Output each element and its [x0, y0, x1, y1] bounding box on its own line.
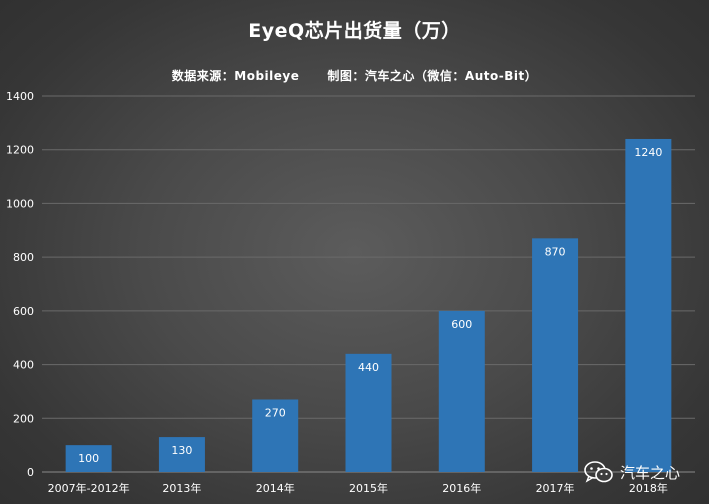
chart-title: EyeQ芯片出货量（万） [248, 20, 461, 42]
x-tick-label: 2007年-2012年 [48, 481, 130, 495]
x-tick-label: 2016年 [442, 481, 481, 495]
bar [345, 353, 392, 472]
x-tick-label: 2015年 [349, 481, 388, 495]
y-tick-label: 800 [13, 251, 34, 264]
bar [625, 138, 672, 472]
x-axis-ticks: 2007年-2012年 2013年 2014年 2015年 2016年 2017年 2018… [48, 481, 668, 495]
data-labels: 100 130 270 440 600 870 1240 [78, 146, 662, 465]
x-tick-label: 2014年 [256, 481, 295, 495]
bars [65, 138, 672, 472]
data-label: 130 [171, 444, 192, 457]
watermark-text: 汽车之心 [620, 463, 681, 482]
y-tick-label: 400 [13, 359, 34, 372]
chart-subtitle: 数据来源：Mobileye 制图：汽车之心（微信：Auto-Bit） [171, 69, 538, 83]
data-label: 270 [265, 406, 286, 419]
bar [532, 238, 579, 472]
y-tick-label: 600 [13, 305, 34, 318]
data-label: 1240 [634, 146, 662, 159]
x-tick-label: 2013年 [162, 481, 201, 495]
wechat-icon [584, 461, 613, 483]
x-tick-label: 2017年 [536, 481, 575, 495]
data-label: 440 [358, 361, 379, 374]
y-tick-label: 1200 [6, 144, 34, 157]
bar [252, 399, 299, 472]
y-tick-label: 200 [13, 412, 34, 425]
data-label: 870 [545, 245, 566, 258]
data-label: 100 [78, 452, 99, 465]
data-label: 600 [451, 318, 472, 331]
y-tick-label: 1400 [6, 90, 34, 103]
watermark: 汽车之心 [584, 458, 704, 486]
bar [65, 445, 112, 472]
y-axis-ticks: 0 200 400 600 800 1000 1200 1400 [6, 90, 34, 479]
bar [158, 437, 205, 472]
bar [438, 310, 485, 472]
y-tick-label: 0 [27, 466, 34, 479]
y-tick-label: 1000 [6, 197, 34, 210]
x-tick-label: 2018年 [629, 481, 668, 495]
